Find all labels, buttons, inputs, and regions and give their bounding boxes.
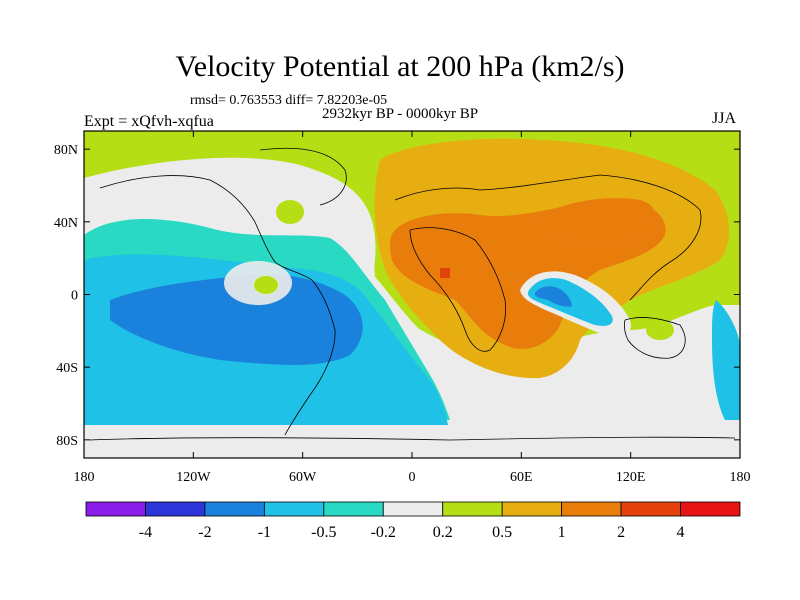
colorbar-swatch (680, 501, 741, 517)
colorbar-swatch (323, 501, 384, 517)
colorbar-label: 0.2 (433, 524, 453, 541)
map-title: Velocity Potential at 200 hPa (km2/s) (175, 50, 625, 83)
colorbar: -4 -2 -1 -0.5 -0.2 0.2 0.5 1 2 4 (85, 501, 741, 541)
lat-tick-label: 80S (56, 434, 78, 449)
colorbar-label: 1 (558, 524, 566, 541)
colorbar-swatch (145, 501, 206, 517)
velocity-potential-field (84, 131, 740, 458)
lon-tick-label: 60E (510, 470, 533, 485)
lat-tick-label: 0 (71, 289, 78, 304)
colorbar-swatch (263, 501, 325, 517)
colorbar-label: -1 (258, 524, 271, 541)
lon-tick-label: 0 (409, 470, 416, 485)
period-label: 2932kyr BP - 0000kyr BP (322, 106, 479, 122)
colorbar-swatch (442, 501, 503, 517)
lon-tick-label: 180 (730, 470, 751, 485)
colorbar-swatch (382, 501, 444, 517)
lat-tick-label: 80N (54, 143, 78, 158)
lon-tick-label: 120E (616, 470, 646, 485)
colorbar-swatch (620, 501, 681, 517)
colorbar-label: -2 (198, 524, 211, 541)
colorbar-label: 2 (617, 524, 625, 541)
stats-label: rmsd= 0.763553 diff= 7.82203e-05 (190, 93, 388, 108)
colorbar-swatch (85, 501, 146, 517)
colorbar-swatch (561, 501, 622, 517)
colorbar-swatch (501, 501, 563, 517)
coastlines (89, 147, 736, 441)
experiment-label: Expt = xQfvh-xqfua (84, 113, 214, 130)
lon-tick-label: 120W (176, 470, 211, 485)
colorbar-swatch (204, 501, 265, 517)
colorbar-label: -0.5 (311, 524, 336, 541)
season-label: JJA (712, 110, 737, 127)
colorbar-label: 0.5 (492, 524, 512, 541)
lon-tick-label: 60W (289, 470, 317, 485)
lat-tick-label: 40N (54, 216, 78, 231)
lon-tick-label: 180 (74, 470, 95, 485)
colorbar-label: -0.2 (371, 524, 396, 541)
lat-tick-label: 40S (56, 361, 78, 376)
colorbar-label: -4 (139, 524, 152, 541)
colorbar-label: 4 (677, 524, 685, 541)
axis-ticks: 80N 40N 0 40S 80S 180 120W 60W 0 60E 120E 180 (54, 131, 751, 485)
